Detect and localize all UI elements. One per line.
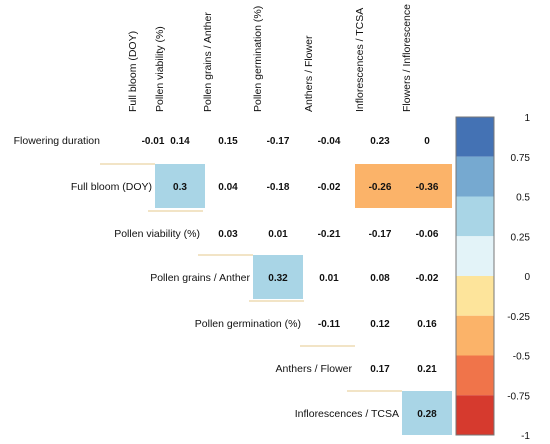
cell-value-label: 0.01: [268, 229, 288, 240]
row-labels: Flowering duration Full bloom (DOY) Pollen…: [14, 135, 399, 420]
cell-value-label: -0.21: [318, 229, 341, 240]
row-label: Pollen grains / Anther: [150, 272, 250, 284]
cell-value-label: 0.08: [370, 273, 390, 284]
heatmap-cell: [355, 164, 405, 208]
legend-tick-label: -0.75: [507, 391, 530, 402]
cell-value-label: 0.12: [370, 319, 390, 330]
cell-value-label: -0.02: [416, 273, 439, 284]
cell-value-label: 0.32: [268, 273, 288, 284]
cell-value-label: 0.16: [417, 319, 437, 330]
legend-tick-label: 1: [524, 113, 530, 124]
legend-color-segment: [456, 236, 494, 276]
legend-tick-label: -1: [521, 431, 530, 442]
row-label: Pollen viability (%): [114, 228, 200, 240]
legend-color-segment: [456, 117, 494, 157]
heatmap-cell: [402, 391, 452, 435]
cell-value-label: -0.01: [142, 136, 165, 147]
cell-value-label: 0.15: [218, 136, 238, 147]
cell-value-label: 0.3: [173, 182, 187, 193]
row-label: Pollen germination (%): [195, 318, 301, 330]
legend-tick-label: 0.25: [511, 232, 531, 243]
cell-value-label: 0.03: [218, 229, 238, 240]
legend-color-segment: [456, 276, 494, 316]
legend-tick-label: 0.5: [516, 193, 530, 204]
cell-value-label: 0: [424, 136, 430, 147]
row-label: Anthers / Flower: [276, 363, 353, 375]
cell-value-label: -0.04: [318, 136, 341, 147]
column-label: Anthers / Flower: [303, 35, 315, 112]
cell-value-label: 0.21: [417, 364, 437, 375]
legend-tick-label: -0.25: [507, 312, 530, 323]
legend-tick-label: 0: [524, 272, 530, 283]
row-label: Flowering duration: [14, 135, 101, 147]
cell-value-label: 0.28: [417, 409, 437, 420]
legend-color-segment: [456, 315, 494, 356]
column-label: Inflorescences / TCSA: [354, 8, 366, 112]
column-label: Pollen grains / Anther: [202, 12, 214, 112]
legend-color-segment: [456, 355, 494, 396]
column-label: Full bloom (DOY): [127, 31, 139, 112]
legend-color-segment: [456, 196, 494, 237]
legend-frame: [455, 116, 495, 436]
cell-value-label: -0.02: [318, 182, 341, 193]
legend-tick-label: 0.75: [511, 153, 531, 164]
legend-tick-label: -0.5: [513, 352, 531, 363]
cell-value-label: -0.26: [369, 182, 392, 193]
cell-value-label: 0.14: [170, 136, 190, 147]
color-legend: 1 0.75 0.5 0.25 0 -0.25 -0.5 -0.75 -1: [455, 113, 531, 442]
heatmap-cell: [402, 164, 452, 208]
cell-value-label: 0.04: [218, 182, 238, 193]
cell-value-label: -0.18: [267, 182, 290, 193]
cell-value-label: 0.23: [370, 136, 390, 147]
heatmap-cell: [253, 255, 303, 299]
row-label: Full bloom (DOY): [71, 181, 152, 193]
row-separators: [100, 163, 402, 392]
cell-value-label: 0.17: [370, 364, 390, 375]
column-labels: Full bloom (DOY) Pollen viability (%) Poll…: [127, 4, 413, 112]
row-label: Inflorescences / TCSA: [295, 408, 399, 420]
cell-value-label: -0.36: [416, 182, 439, 193]
cell-values: -0.01 0.14 0.15 -0.17 -0.04 0.23 0 0.3 0.04 -0.18…: [142, 136, 439, 420]
column-label: Pollen viability (%): [154, 26, 166, 112]
column-label: Flowers / Inflorescence: [401, 4, 413, 112]
heatmap-cells: [155, 164, 452, 435]
cell-value-label: -0.17: [369, 229, 392, 240]
cell-value-label: -0.06: [416, 229, 439, 240]
column-label: Pollen germination (%): [252, 6, 264, 112]
legend-color-segment: [456, 395, 494, 435]
cell-value-label: -0.17: [267, 136, 290, 147]
heatmap-cell: [155, 164, 205, 208]
cell-value-label: 0.01: [319, 273, 339, 284]
cell-value-label: -0.11: [318, 319, 341, 330]
legend-color-segment: [456, 156, 494, 197]
